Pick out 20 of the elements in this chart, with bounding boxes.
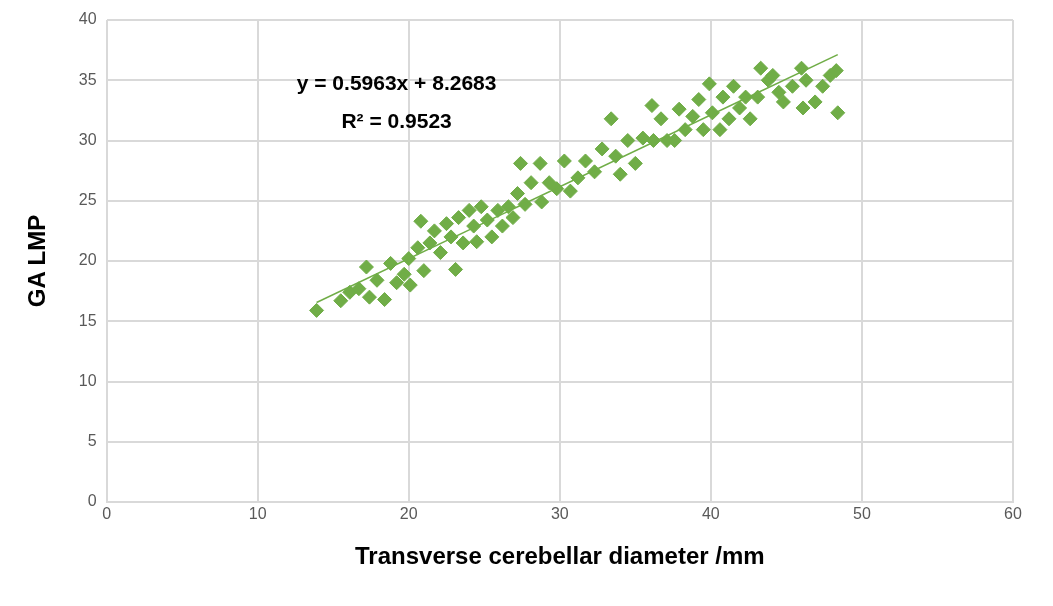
annotation: R² = 0.9523 [341, 108, 452, 132]
x-tick-label: 20 [399, 505, 418, 523]
y-tick-label: 5 [87, 432, 97, 450]
x-axis-title: Transverse cerebellar diameter /mm [355, 542, 765, 570]
y-tick-label: 35 [78, 70, 97, 88]
y-tick-label: 40 [78, 10, 97, 28]
y-tick-label: 25 [78, 191, 97, 209]
x-tick-label: 0 [102, 505, 112, 523]
annotation: y = 0.5963x + 8.2683 [296, 70, 497, 94]
x-tick-label: 30 [550, 505, 569, 523]
y-tick-label: 0 [87, 492, 97, 510]
x-tick-label: 60 [1004, 505, 1022, 523]
x-tick-label: 10 [248, 505, 267, 523]
x-tick-label: 40 [701, 505, 720, 523]
y-axis-title: GA LMP [23, 214, 51, 308]
x-tick-label: 50 [853, 505, 871, 523]
y-tick-label: 30 [78, 130, 97, 148]
y-tick-label: 10 [78, 371, 97, 389]
y-tick-label: 20 [78, 251, 97, 269]
y-tick-label: 15 [78, 311, 97, 329]
